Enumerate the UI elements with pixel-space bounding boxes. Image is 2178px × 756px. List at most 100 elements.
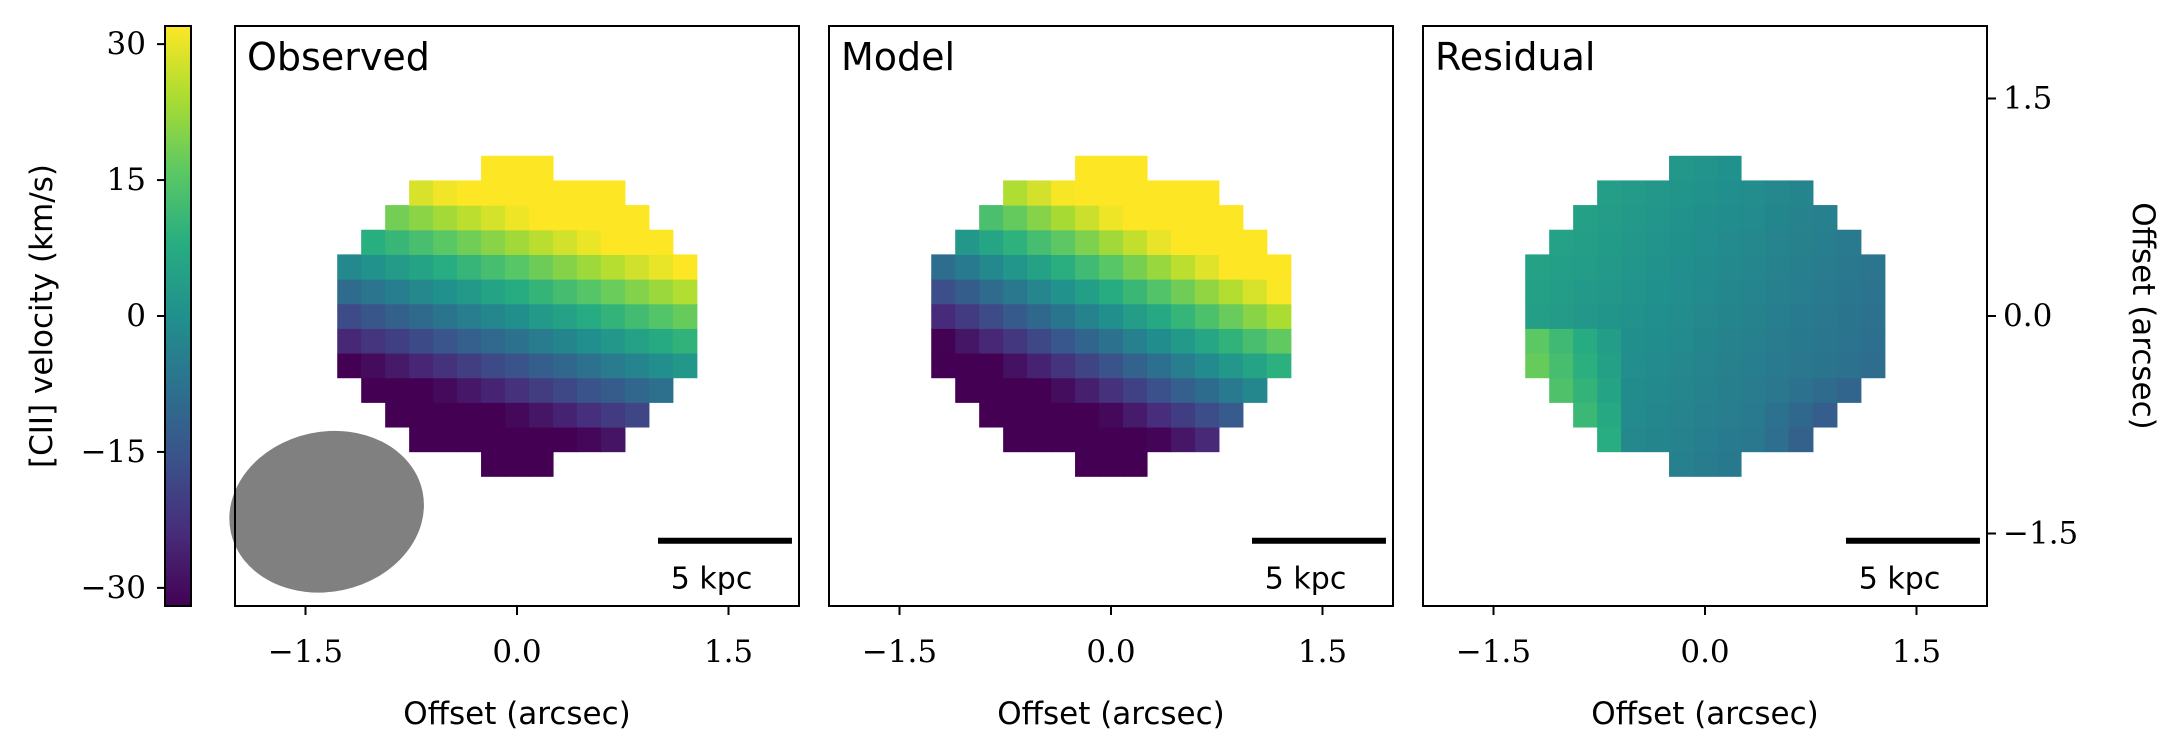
velocity-pixel — [1051, 279, 1076, 305]
velocity-pixel — [648, 352, 674, 379]
velocity-pixel — [1669, 229, 1694, 255]
velocity-pixel — [1621, 229, 1646, 255]
velocity-pixel — [1788, 205, 1814, 231]
velocity-pixel — [1146, 352, 1172, 379]
velocity-pixel — [979, 279, 1004, 305]
velocity-pixel — [1621, 328, 1646, 354]
colorbar-tick-label: 0 — [126, 298, 146, 334]
velocity-pixel — [1621, 426, 1646, 453]
x-axis-label: Offset (arcsec) — [403, 696, 631, 732]
velocity-pixel — [457, 426, 482, 453]
velocity-pixel — [1693, 426, 1718, 453]
velocity-pixel — [1075, 155, 1100, 182]
velocity-pixel — [576, 377, 602, 403]
velocity-pixel — [1099, 328, 1124, 354]
velocity-pixel — [433, 402, 458, 428]
velocity-pixel — [1075, 229, 1100, 255]
velocity-pixel — [409, 254, 434, 280]
velocity-pixel — [1597, 229, 1622, 255]
velocity-pixel — [1242, 303, 1268, 329]
velocity-pixel — [1075, 352, 1100, 379]
velocity-pixel — [552, 254, 578, 280]
velocity-map — [1525, 155, 1886, 477]
velocity-pixel — [505, 229, 530, 255]
velocity-pixel — [1788, 303, 1814, 329]
velocity-pixel — [1075, 377, 1100, 403]
velocity-pixel — [672, 328, 698, 354]
velocity-pixel — [1621, 377, 1646, 403]
velocity-pixel — [600, 229, 626, 255]
velocity-pixel — [1099, 402, 1124, 428]
velocity-pixel — [600, 180, 626, 206]
velocity-pixel — [1693, 352, 1718, 379]
velocity-pixel — [505, 426, 530, 453]
velocity-pixel — [528, 254, 554, 280]
velocity-pixel — [1669, 451, 1694, 477]
velocity-pixel — [1027, 303, 1052, 329]
velocity-pixel — [505, 402, 530, 428]
velocity-pixel — [1836, 303, 1862, 329]
colorbar-label: [CII] velocity (km/s) — [24, 164, 60, 468]
velocity-pixel — [1788, 402, 1814, 428]
velocity-pixel — [1740, 377, 1766, 403]
colorbar-tick-label: −15 — [81, 434, 146, 470]
velocity-pixel — [1099, 352, 1124, 379]
velocity-pixel — [624, 402, 650, 428]
velocity-pixel — [1621, 303, 1646, 329]
velocity-pixel — [385, 205, 410, 231]
x-tick-label: 1.5 — [1892, 634, 1941, 670]
velocity-pixel — [409, 229, 434, 255]
velocity-pixel — [931, 254, 956, 280]
velocity-pixel — [1788, 328, 1814, 354]
velocity-pixel — [1075, 279, 1100, 305]
velocity-pixel — [361, 254, 386, 280]
velocity-pixel — [576, 402, 602, 428]
velocity-pixel — [1573, 352, 1598, 379]
velocity-pixel — [979, 229, 1004, 255]
velocity-pixel — [1693, 155, 1718, 182]
velocity-pixel — [1645, 328, 1670, 354]
velocity-map — [337, 155, 698, 477]
velocity-pixel — [528, 426, 554, 453]
velocity-pixel — [1812, 303, 1838, 329]
velocity-pixel — [481, 229, 506, 255]
velocity-pixel — [528, 352, 554, 379]
velocity-pixel — [1669, 205, 1694, 231]
velocity-pixel — [1740, 328, 1766, 354]
velocity-pixel — [1170, 352, 1196, 379]
velocity-pixel — [481, 328, 506, 354]
colorbar-gradient — [164, 25, 192, 607]
velocity-pixel — [1027, 328, 1052, 354]
velocity-pixel — [1266, 254, 1292, 280]
velocity-pixel — [600, 426, 626, 453]
velocity-pixel — [1170, 426, 1196, 453]
velocity-pixel — [1218, 279, 1244, 305]
velocity-pixel — [528, 451, 554, 477]
velocity-pixel — [1549, 229, 1574, 255]
velocity-pixel — [1099, 451, 1124, 477]
velocity-pixel — [505, 352, 530, 379]
velocity-pixel — [1597, 254, 1622, 280]
velocity-pixel — [409, 303, 434, 329]
velocity-pixel — [1003, 303, 1028, 329]
scale-bar-label: 5 kpc — [1265, 562, 1347, 597]
velocity-pixel — [1075, 303, 1100, 329]
velocity-pixel — [385, 303, 410, 329]
velocity-pixel — [457, 377, 482, 403]
velocity-pixel — [1597, 328, 1622, 354]
velocity-pixel — [576, 426, 602, 453]
velocity-pixel — [1122, 402, 1148, 428]
velocity-pixel — [624, 328, 650, 354]
velocity-pixel — [481, 451, 506, 477]
velocity-pixel — [1099, 205, 1124, 231]
colorbar-tick-label: −30 — [81, 570, 146, 606]
colorbar-tick-label: 15 — [107, 162, 146, 198]
velocity-pixel — [1194, 279, 1220, 305]
velocity-pixel — [1860, 279, 1886, 305]
velocity-pixel — [361, 377, 386, 403]
velocity-pixel — [1170, 254, 1196, 280]
velocity-pixel — [648, 229, 674, 255]
velocity-pixel — [1099, 303, 1124, 329]
velocity-pixel — [505, 205, 530, 231]
